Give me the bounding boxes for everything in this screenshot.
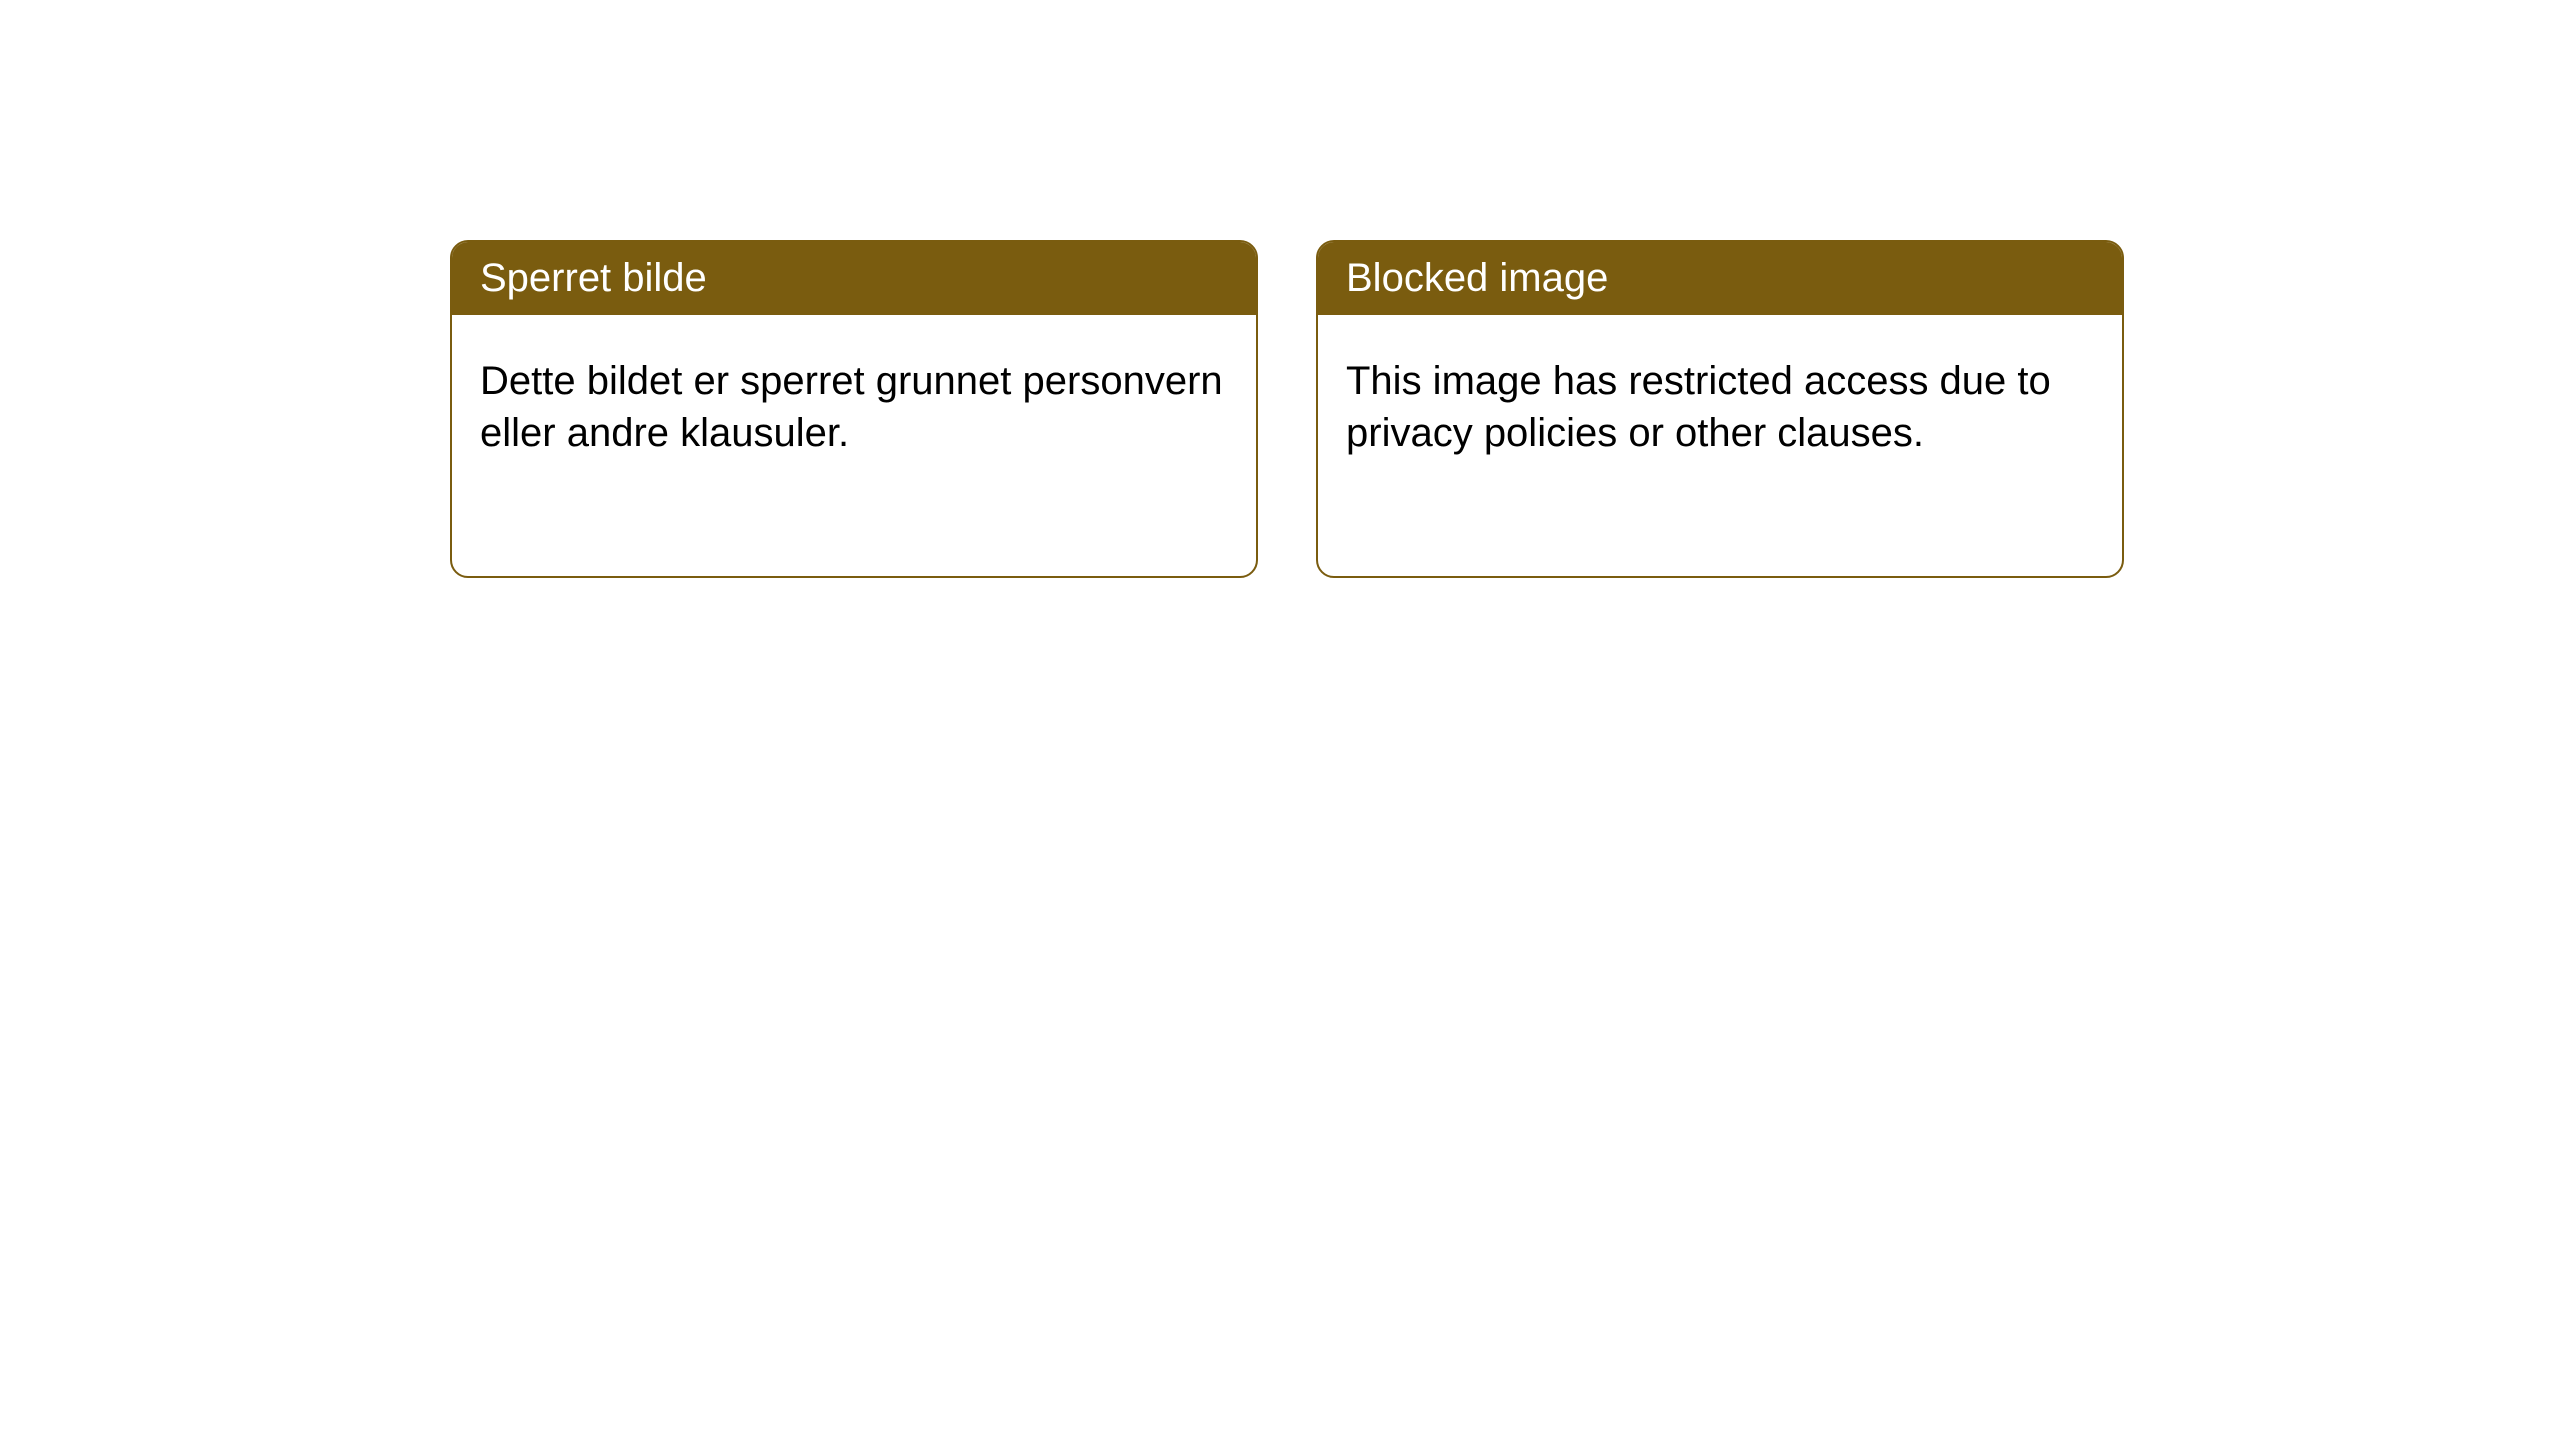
card-message-en: This image has restricted access due to …	[1346, 359, 2051, 455]
card-title-no: Sperret bilde	[480, 256, 707, 300]
cards-container: Sperret bilde Dette bildet er sperret gr…	[0, 0, 2560, 578]
blocked-image-card-no: Sperret bilde Dette bildet er sperret gr…	[450, 240, 1258, 578]
card-body-no: Dette bildet er sperret grunnet personve…	[452, 315, 1256, 499]
blocked-image-card-en: Blocked image This image has restricted …	[1316, 240, 2124, 578]
card-header-no: Sperret bilde	[452, 242, 1256, 315]
card-header-en: Blocked image	[1318, 242, 2122, 315]
card-message-no: Dette bildet er sperret grunnet personve…	[480, 359, 1223, 455]
card-body-en: This image has restricted access due to …	[1318, 315, 2122, 499]
card-title-en: Blocked image	[1346, 256, 1608, 300]
